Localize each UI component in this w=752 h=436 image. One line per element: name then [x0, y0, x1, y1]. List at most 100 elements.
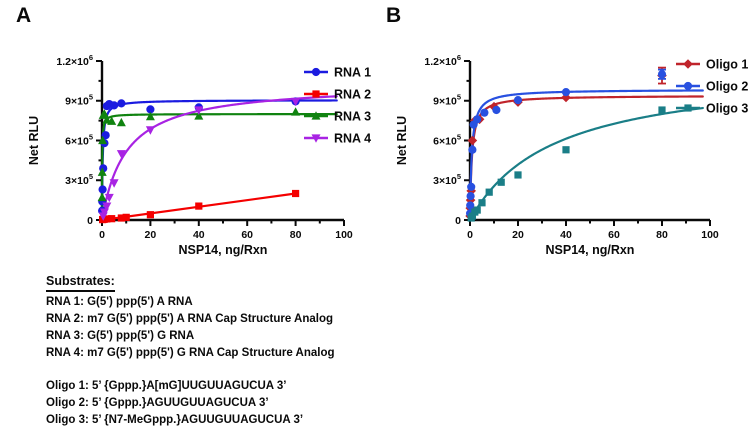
chart-legend: RNA 1 RNA 2 RNA 3 RNA 4	[304, 65, 371, 145]
data-point	[492, 105, 501, 115]
data-point	[683, 81, 693, 91]
fit-curves	[468, 89, 704, 222]
data-point	[311, 67, 321, 77]
substrate-oligo-2: Oligo 2: 5’ {Gppp.}AGUUGUUAGUCUA 3’	[46, 397, 269, 409]
data-point	[468, 212, 476, 220]
data-point	[468, 145, 477, 154]
substrate-rna-1: RNA 1: G(5') ppp(5') A RNA	[46, 296, 193, 308]
substrates-heading: Substrates:	[46, 273, 115, 292]
x-axis-title: NSP14, ng/Rxn	[546, 243, 635, 257]
fit-curves	[100, 95, 338, 222]
data-point	[657, 70, 667, 79]
data-point	[97, 167, 107, 176]
data-point	[497, 178, 505, 186]
data-point	[194, 111, 204, 120]
tick-label: 0	[467, 229, 473, 241]
tick-label: 80	[656, 229, 668, 241]
data-point	[466, 201, 475, 210]
panel-b-label: B	[386, 4, 402, 27]
tick-label: 1.2×106	[424, 53, 461, 68]
data-point	[480, 108, 489, 117]
tick-label: 20	[145, 229, 157, 241]
data-point	[473, 115, 482, 124]
axes	[468, 61, 710, 222]
tick-label: 6×105	[433, 132, 461, 147]
series-points-rna-2	[99, 189, 300, 224]
tick-label: 3×105	[433, 172, 461, 187]
data-point	[291, 107, 301, 116]
data-point	[117, 99, 126, 108]
tick-marks	[96, 60, 345, 226]
legend-label: RNA 3	[334, 109, 371, 123]
data-point	[98, 135, 108, 145]
data-point	[103, 215, 111, 223]
data-point	[116, 150, 126, 159]
legend-entry-oligo-3: Oligo 3	[676, 101, 748, 115]
data-point	[292, 189, 300, 198]
legend-label: RNA 2	[334, 87, 371, 101]
substrate-rna-3: RNA 3: G(5') ppp(5') G RNA	[46, 330, 195, 342]
data-point	[101, 131, 110, 140]
chart-panel-A: 0 20 40 60 80 100 0 3×105 6×105 9×105 1.2×106 NSP14…	[27, 53, 371, 257]
data-point	[684, 104, 692, 112]
tick-label: 1.2×106	[56, 53, 93, 68]
substrate-oligo-3: Oligo 3: 5’ {N7-MeGppp.}AGUUGUUAGUCUA 3’	[46, 414, 304, 426]
data-point	[312, 90, 320, 98]
data-point	[195, 202, 203, 210]
tick-label: 3×105	[65, 172, 93, 187]
y-axis-title: Net RLU	[395, 116, 409, 165]
axes	[100, 61, 344, 222]
x-axis-title: NSP14, ng/Rxn	[179, 243, 268, 257]
legend-entry-rna-1: RNA 1	[304, 65, 371, 79]
data-point	[485, 188, 493, 196]
series-curve-oligo-2	[468, 89, 704, 222]
substrate-rna-4: RNA 4: m7 G(5') ppp(5') G RNA Cap Struct…	[46, 347, 335, 359]
legend-label: RNA 4	[334, 131, 371, 145]
tick-labels: 0 20 40 60 80 100 0 3×105 6×105 9×105 1.2×106	[424, 53, 719, 241]
data-point	[291, 97, 301, 107]
data-point	[478, 199, 486, 207]
tick-marks	[464, 60, 711, 226]
data-point	[561, 92, 571, 103]
data-point	[145, 126, 155, 135]
tick-label: 40	[560, 229, 572, 241]
panel-a-label: A	[16, 4, 32, 27]
tick-label: 0	[455, 215, 461, 227]
data-point	[467, 182, 476, 191]
legend-label: RNA 1	[334, 65, 371, 79]
tick-label: 80	[290, 229, 302, 241]
data-point	[194, 106, 204, 115]
data-point	[146, 105, 155, 114]
series-curve-rna-1	[100, 99, 338, 222]
data-point	[110, 101, 119, 110]
data-point	[658, 106, 666, 114]
dose-response-charts: 0 20 40 60 80 100 0 3×105 6×105 9×105 1.2×106 NSP14…	[27, 53, 748, 257]
data-point	[104, 193, 114, 203]
legend-entry-oligo-1: Oligo 1	[676, 57, 748, 71]
tick-label: 20	[512, 229, 524, 241]
data-point	[473, 206, 481, 214]
tick-label: 9×105	[65, 93, 93, 108]
chart-panel-B: 0 20 40 60 80 100 0 3×105 6×105 9×105 1.2×106 NSP14…	[395, 53, 748, 257]
legend-label: Oligo 2	[706, 79, 748, 93]
data-point	[466, 192, 475, 201]
tick-label: 9×105	[433, 93, 461, 108]
data-point	[514, 171, 522, 179]
data-point	[98, 185, 107, 194]
tick-label: 60	[608, 229, 620, 241]
data-point	[109, 179, 119, 188]
tick-label: 0	[99, 229, 105, 241]
data-point	[311, 134, 321, 143]
substrate-legend: Substrates: RNA 1: G(5') ppp(5') A RNA R…	[46, 273, 335, 429]
legend-label: Oligo 3	[706, 101, 748, 115]
substrate-oligo-1: Oligo 1: 5’ {Gppp.}A[mG]UUGUUAGUCUA 3’	[46, 380, 287, 392]
data-point	[116, 117, 126, 127]
chart-legend: Oligo 1 Oligo 2 Oligo 3	[676, 57, 748, 115]
tick-label: 100	[335, 229, 353, 241]
data-point	[683, 59, 693, 69]
legend-entry-rna-3: RNA 3	[304, 109, 371, 123]
legend-entry-rna-2: RNA 2	[304, 87, 371, 101]
tick-label: 60	[241, 229, 253, 241]
data-point	[146, 211, 154, 219]
